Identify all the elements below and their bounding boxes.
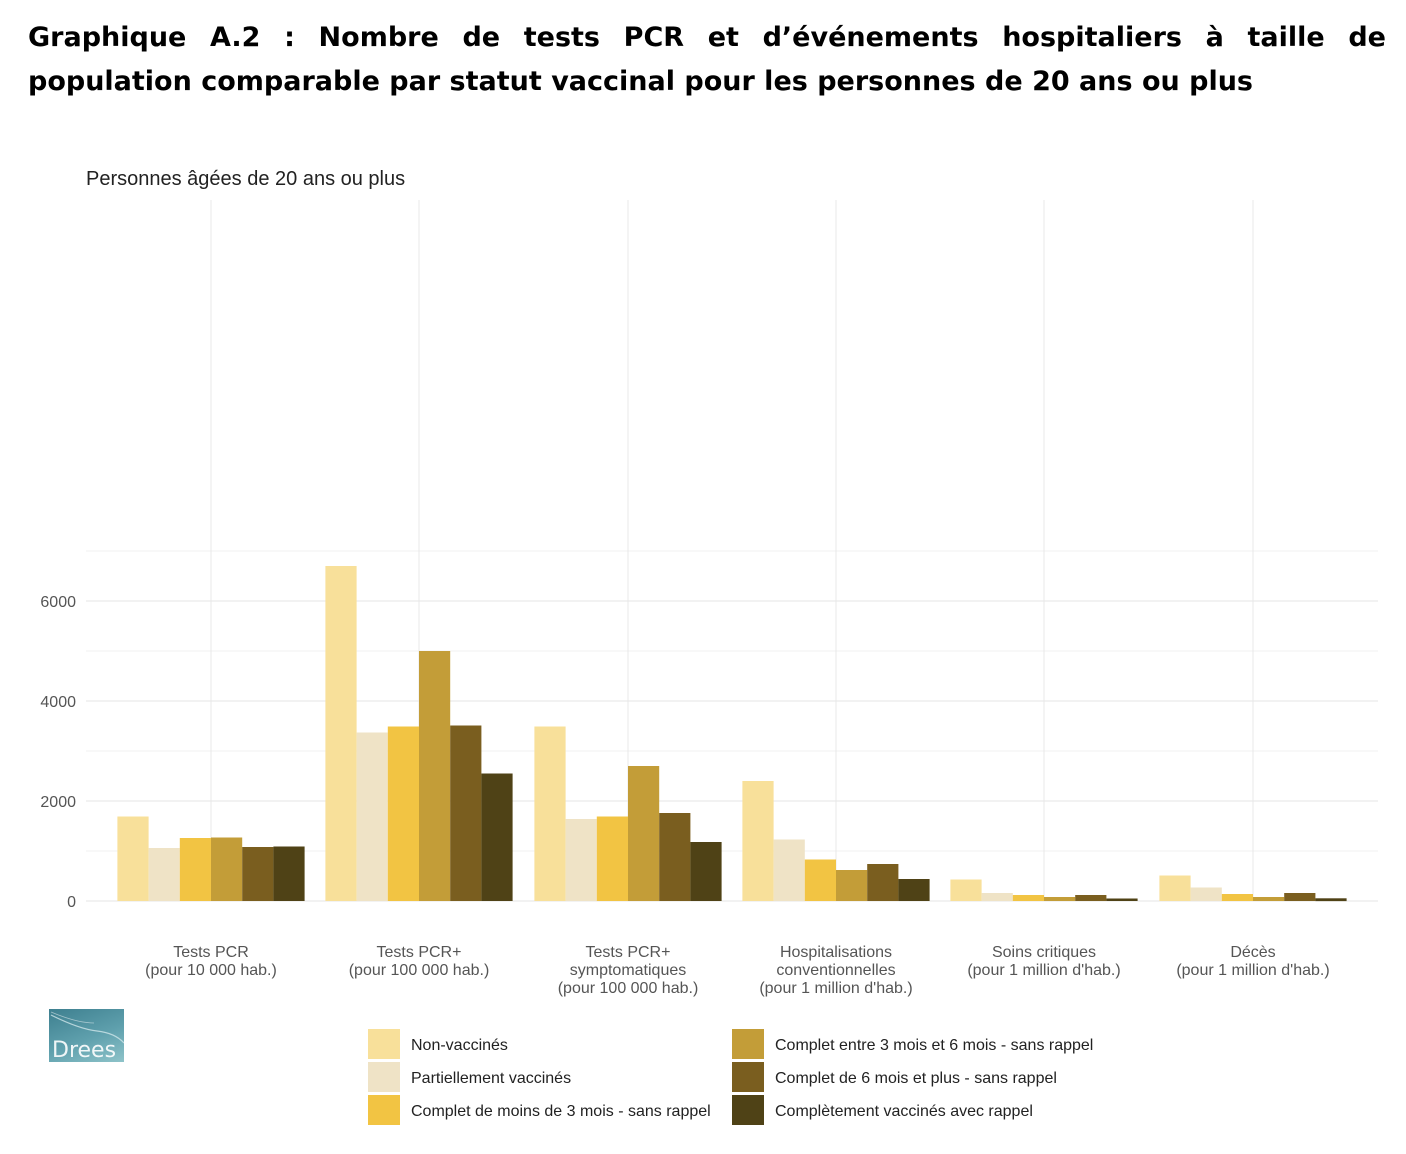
y-tick-label: 6000 (40, 594, 76, 611)
bar (628, 766, 660, 901)
legend-label: Partiellement vaccinés (411, 1070, 571, 1087)
bar (981, 893, 1013, 901)
x-category-label: Décès (pour 1 million d'hab.) (1176, 944, 1329, 979)
bar (325, 566, 357, 901)
bars (117, 566, 1347, 902)
bar (1044, 897, 1076, 901)
x-category-label: Soins critiques (pour 1 million d'hab.) (967, 944, 1120, 979)
legend-label: Complet de 6 mois et plus - sans rappel (775, 1070, 1057, 1087)
x-category-label: Hospitalisations conventionnelles (pour 1 … (759, 944, 912, 997)
x-category-label: Tests PCR+ symptomatiques (pour 100 000 ha… (558, 944, 699, 997)
legend-swatch (368, 1029, 400, 1059)
bar (898, 879, 930, 901)
legend-label: Complètement vaccinés avec rappel (775, 1103, 1033, 1120)
legend-swatch (732, 1062, 764, 1092)
drees-logo: Drees (49, 1009, 124, 1062)
bar (742, 781, 774, 901)
y-axis-ticks: 0 2000 4000 6000 (40, 594, 76, 911)
bar (1315, 898, 1347, 902)
x-category-label: Tests PCR+ (pour 100 000 hab.) (349, 944, 490, 979)
legend-swatch (368, 1095, 400, 1125)
bar (1075, 895, 1107, 901)
legend-label: Non-vaccinés (411, 1037, 508, 1054)
legend-swatch (368, 1062, 400, 1092)
bar (450, 725, 482, 901)
bar (1284, 893, 1316, 901)
bar (1253, 897, 1285, 901)
y-tick-label: 4000 (40, 694, 76, 711)
bar (690, 842, 722, 901)
bar (1190, 887, 1222, 901)
bar (1012, 895, 1044, 901)
bar (356, 732, 388, 901)
bar (534, 726, 566, 901)
y-tick-label: 2000 (40, 794, 76, 811)
legend-swatch (732, 1095, 764, 1125)
bar (1159, 875, 1191, 901)
bar (481, 773, 513, 901)
x-category-label: Tests PCR (pour 10 000 hab.) (145, 944, 277, 979)
bar (211, 837, 243, 901)
legend-swatch (732, 1029, 764, 1059)
y-tick-label: 0 (67, 894, 76, 911)
bar (950, 879, 982, 901)
chart-subtitle: Personnes âgées de 20 ans ou plus (86, 168, 405, 190)
bar (273, 846, 305, 901)
bar (836, 870, 868, 901)
legend: Non-vaccinés Partiellement vaccinés Comple… (368, 1029, 1093, 1125)
bar (179, 838, 211, 901)
legend-label: Complet entre 3 mois et 6 mois - sans ra… (775, 1037, 1093, 1054)
gridlines (86, 200, 1378, 902)
page-title: Graphique A.2 : Nombre de tests PCR et d… (28, 22, 1386, 97)
bar (242, 847, 274, 901)
logo-text: Drees (52, 1038, 116, 1062)
bar (659, 813, 691, 901)
bar (419, 651, 451, 901)
bar (867, 864, 899, 901)
legend-label: Complet de moins de 3 mois - sans rappel (411, 1103, 711, 1120)
bar (1221, 894, 1253, 901)
bar (804, 859, 836, 901)
bar (773, 839, 805, 901)
bar (117, 816, 149, 901)
x-axis-categories: Tests PCR (pour 10 000 hab.) Tests PCR+ (po… (145, 944, 1330, 997)
bar (565, 819, 597, 901)
bar (596, 816, 628, 901)
bar (148, 848, 180, 901)
bar (1106, 898, 1138, 901)
bar (387, 726, 419, 901)
